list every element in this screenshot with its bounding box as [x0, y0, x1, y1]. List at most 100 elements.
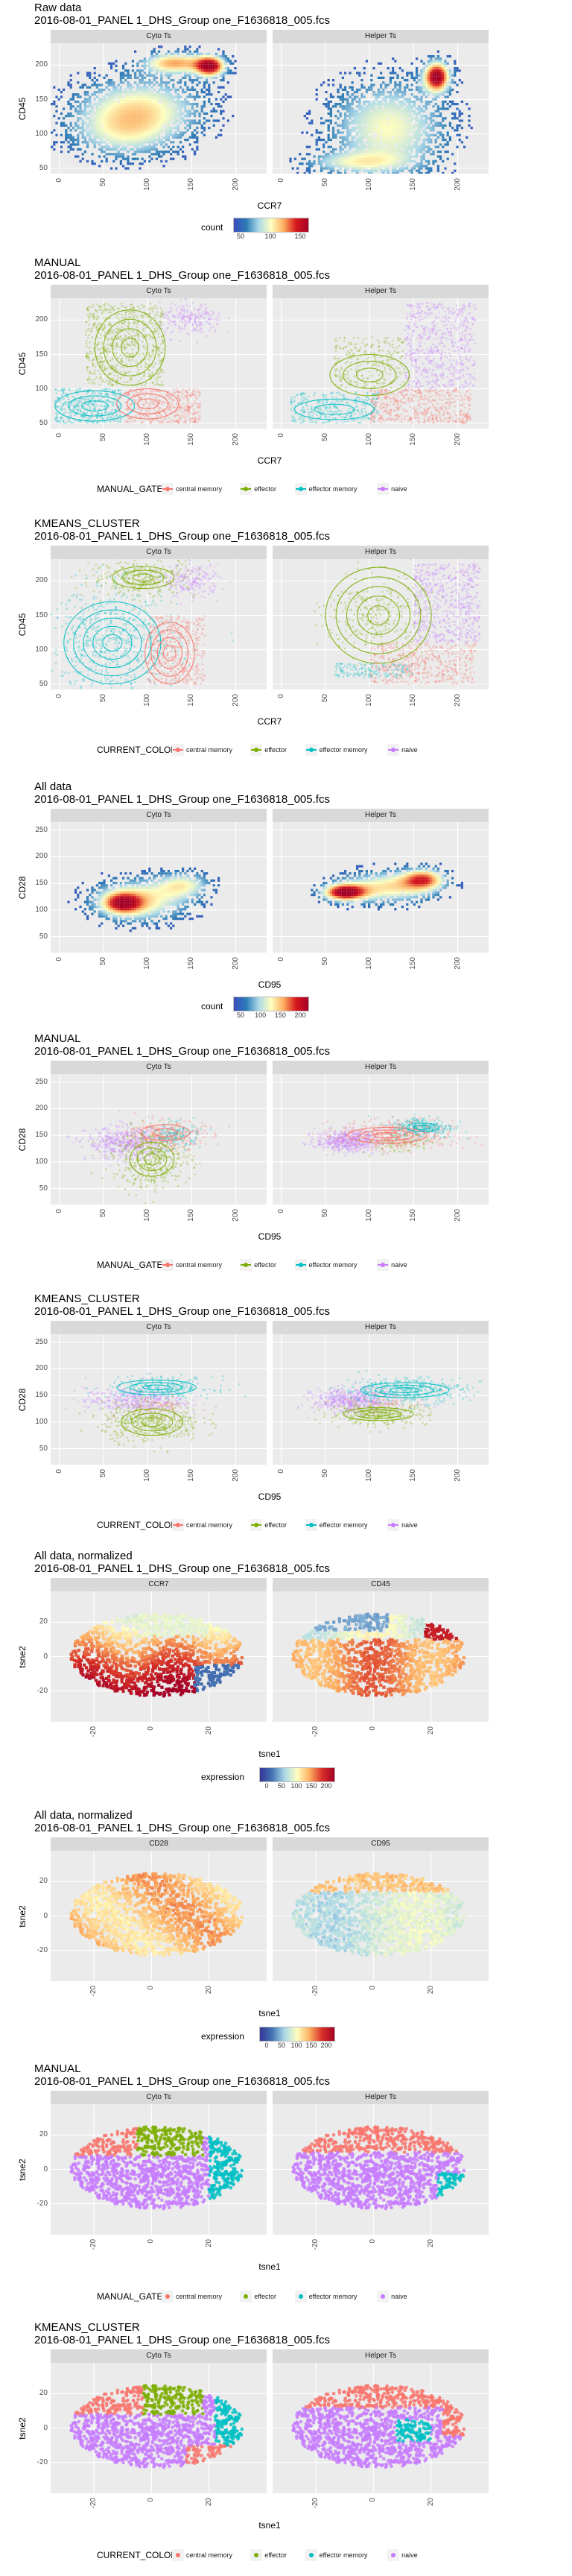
tsne-points — [69, 2125, 244, 2211]
x-tick-label: 200 — [454, 1209, 462, 1224]
grid-lines — [51, 2104, 267, 2235]
legend-key-effector-memory — [294, 1259, 307, 1271]
y-axis-label: CD45 — [17, 602, 28, 647]
plot-area — [51, 2104, 267, 2235]
legend-title: expression — [201, 2031, 244, 2042]
class-legend: MANUAL_GATE central memory effector effecto… — [0, 1254, 572, 1277]
legend-item-label: effector — [264, 2551, 287, 2559]
density-bins — [289, 50, 473, 174]
y-tick-label: 100 — [28, 130, 48, 138]
legend-item-label: central memory — [186, 2551, 232, 2559]
chart-subtitle-file: 2016-08-01_PANEL 1_DHS_Group one_F163681… — [34, 2075, 330, 2088]
x-tick-label: -20 — [311, 1726, 320, 1741]
legend-title: MANUAL_GATE — [97, 484, 162, 494]
cell-points — [297, 1369, 483, 1433]
x-tick-label: 100 — [143, 433, 151, 448]
colorbar-tick-label: 0 — [261, 1782, 273, 1790]
density-bins — [67, 867, 220, 932]
tsne-ccr7-cd45-chart: All data, normalized 2016-08-01_PANEL 1_D… — [0, 1548, 572, 1794]
x-tick-label: 0 — [277, 1469, 285, 1475]
x-tick-label: 200 — [232, 694, 240, 709]
facet-strip-label: Cyto Ts — [51, 2091, 267, 2104]
x-tick-label: 200 — [454, 694, 462, 709]
y-tick-label: 150 — [28, 1392, 48, 1399]
x-tick-label: -20 — [311, 2239, 320, 2254]
plot-area — [51, 559, 267, 689]
facet-strip-label: Cyto Ts — [51, 546, 267, 559]
class-legend: CURRENT_COLOR central memory effector effec… — [0, 739, 572, 762]
chart-title-main: KMEANS_CLUSTER — [34, 517, 330, 530]
facet-2: Helper Ts — [273, 285, 489, 429]
x-tick-label: 100 — [143, 957, 151, 972]
x-tick-label: -20 — [89, 1726, 98, 1741]
plot-area — [273, 2104, 489, 2235]
x-tick-label: 0 — [277, 433, 285, 439]
legend-key-central-memory — [172, 744, 184, 756]
x-tick-label: 50 — [99, 433, 107, 443]
facet-strip-label: Helper Ts — [273, 2349, 489, 2363]
x-tick-label: 50 — [321, 433, 329, 443]
x-tick-label: 0 — [55, 1209, 63, 1215]
y-tick-label: 50 — [28, 419, 48, 427]
x-tick-label: 20 — [427, 2239, 435, 2250]
legend-item-label: naive — [391, 2293, 407, 2300]
x-tick-label: 200 — [454, 957, 462, 972]
x-tick-label: 150 — [409, 957, 417, 972]
x-tick-label: 150 — [409, 433, 417, 448]
facet-1: CD28 — [51, 1837, 267, 1981]
legend-key-effector-memory — [305, 1519, 317, 1531]
facet-strip-label: CD45 — [273, 1578, 489, 1591]
chart-title: All data, normalized 2016-08-01_PANEL 1_D… — [34, 1809, 330, 1834]
y-tick-label: 100 — [28, 645, 48, 654]
plot-area — [273, 1334, 489, 1465]
x-tick-label: 100 — [365, 178, 373, 193]
grid-lines — [51, 1074, 267, 1205]
plot-panel — [273, 43, 489, 174]
y-tick-label: 0 — [28, 2424, 48, 2432]
tsne-manual-chart: MANUAL 2016-08-01_PANEL 1_DHS_Group one_F… — [0, 2061, 572, 2314]
x-tick-label: 50 — [321, 957, 329, 967]
chart-subtitle-file: 2016-08-01_PANEL 1_DHS_Group one_F163681… — [34, 1822, 330, 1834]
chart-title: Raw data 2016-08-01_PANEL 1_DHS_Group one… — [34, 1, 330, 27]
density-bins — [311, 862, 463, 911]
y-axis-label: CD45 — [17, 86, 28, 131]
legend-key-effector — [250, 1519, 263, 1531]
colorbar — [259, 2027, 335, 2042]
y-tick-label: 20 — [28, 2131, 48, 2138]
color-legend: count 50 100 150 200 — [0, 995, 572, 1019]
facet-2: CD95 — [273, 1837, 489, 1981]
plot-area — [51, 298, 267, 429]
x-tick-label: 100 — [143, 694, 151, 709]
legend-item-label: effector memory — [320, 746, 368, 754]
y-tick-label: 50 — [28, 932, 48, 941]
legend-key-effector — [250, 744, 263, 756]
colorbar-tick-label: 150 — [305, 1782, 317, 1790]
plot-area — [273, 1591, 489, 1722]
facet-2: Helper Ts — [273, 809, 489, 953]
x-tick-label: 200 — [232, 1469, 240, 1484]
facet-strip-label: Cyto Ts — [51, 2349, 267, 2363]
legend-key-naive — [377, 2291, 390, 2302]
chart-subtitle-file: 2016-08-01_PANEL 1_DHS_Group one_F163681… — [34, 14, 330, 27]
class-legend: CURRENT_COLOR central memory effector effec… — [0, 1515, 572, 1537]
kmeans-cd95-chart: KMEANS_CLUSTER 2016-08-01_PANEL 1_DHS_Gro… — [0, 1291, 572, 1544]
colorbar-tick-label: 50 — [235, 1011, 247, 1019]
chart-title: KMEANS_CLUSTER 2016-08-01_PANEL 1_DHS_Gro… — [34, 1292, 330, 1318]
legend-key-naive — [387, 744, 400, 756]
x-tick-label: 0 — [147, 1726, 155, 1732]
chart-subtitle-file: 2016-08-01_PANEL 1_DHS_Group one_F163681… — [34, 2334, 330, 2346]
legend-item-label: effector — [264, 1521, 287, 1529]
facet-strip-label: Cyto Ts — [51, 1321, 267, 1334]
plot-area — [273, 1074, 489, 1205]
y-tick-label: 0 — [28, 2165, 48, 2174]
legend-key-effector-memory — [305, 744, 317, 756]
x-tick-label: 200 — [232, 433, 240, 448]
x-axis-label: CD95 — [0, 1231, 539, 1242]
legend-title: MANUAL_GATE — [97, 2291, 162, 2302]
plot-area — [273, 822, 489, 953]
x-tick-label: 50 — [99, 1469, 107, 1480]
density-contours — [325, 566, 432, 664]
legend-key-central-memory — [162, 1259, 174, 1271]
y-tick-label: 50 — [28, 164, 48, 172]
legend-item-label: central memory — [186, 1521, 232, 1529]
